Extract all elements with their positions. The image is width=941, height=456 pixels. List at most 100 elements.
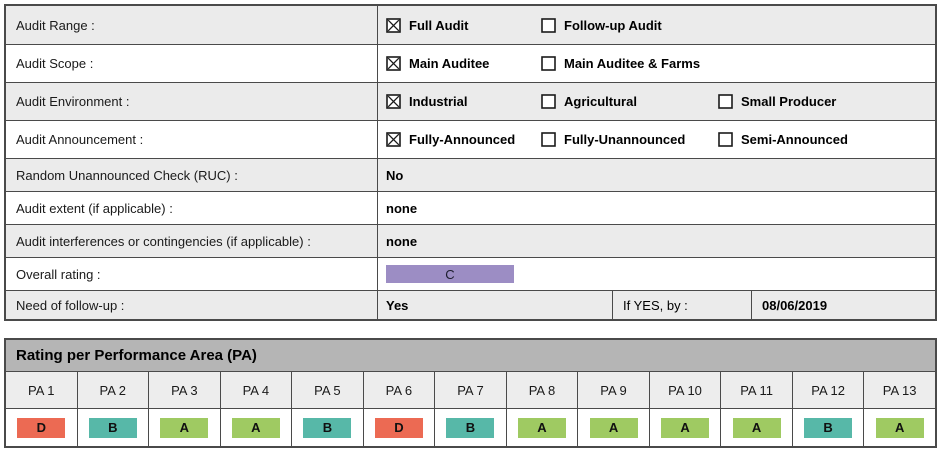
option-label: Main Auditee & Farms [564,56,701,71]
form-row: Audit Environment : Industrial Agricultu… [6,82,935,120]
row-value: Industrial Agricultural Small Producer [378,83,935,120]
checkbox-option[interactable]: Fully-Unannounced [541,132,718,147]
checkbox-option[interactable]: Agricultural [541,94,718,109]
checkbox-icon[interactable] [386,94,401,109]
pa-column-header: PA 11 [720,372,792,408]
pa-column-header: PA 7 [434,372,506,408]
audit-form-table: Audit Range : Full Audit Follow-up Audit… [4,4,937,321]
row-label: Overall rating : [6,258,378,290]
form-row: Audit extent (if applicable) : none [6,191,935,224]
pa-rating-cell: A [720,409,792,446]
pa-rating-cell: B [791,409,864,446]
pa-column-header: PA 3 [148,372,220,408]
row-value: No [378,159,935,191]
checkbox-option[interactable]: Follow-up Audit [541,18,718,33]
checkbox-icon[interactable] [386,17,401,33]
value-text: none [386,200,418,216]
pa-rating-row: D B A A B D B A A A A B A [6,408,935,446]
checkbox-option[interactable]: Full Audit [386,18,541,33]
form-row: Need of follow-up : Yes If YES, by :08/06… [6,290,935,319]
checkbox-option[interactable]: Small Producer [718,94,935,109]
pa-column-header: PA 6 [362,372,435,408]
row-value: none [378,225,935,257]
pa-rating-badge: A [231,417,280,438]
pa-rating-cell: B [291,409,363,446]
checkbox-icon[interactable] [541,17,556,33]
if-yes-date: 08/06/2019 [751,291,935,319]
row-label: Audit Range : [6,6,378,44]
row-label: Audit Environment : [6,83,378,120]
pa-rating-cell: B [434,409,506,446]
pa-rating-cell: A [219,409,292,446]
value-text: No [386,167,404,183]
pa-column-header: PA 2 [76,372,149,408]
pa-rating-badge: A [517,417,566,438]
form-row: Overall rating : C [6,257,935,290]
pa-column-header: PA 8 [505,372,578,408]
checkbox-icon[interactable] [386,56,401,71]
checkbox-option[interactable]: Industrial [386,94,541,109]
pa-column-header: PA 13 [863,372,935,408]
row-label: Random Unannounced Check (RUC) : [6,159,378,191]
checkbox-option[interactable]: Fully-Announced [386,132,541,147]
pa-rating-cell: D [362,409,435,446]
pa-rating-cell: A [648,409,721,446]
option-label: Fully-Unannounced [564,132,686,147]
pa-rating-cell: A [148,409,220,446]
option-label: Follow-up Audit [564,17,662,33]
pa-rating-badge: B [446,417,495,438]
option-label: Main Auditee [409,56,490,71]
option-label: Full Audit [409,17,469,33]
checkbox-icon[interactable] [718,94,733,109]
form-row: Audit interferences or contingencies (if… [6,224,935,257]
pa-rating-cell: A [863,409,935,446]
pa-column-header-row: PA 1 PA 2 PA 3 PA 4 PA 5 PA 6 PA 7 PA 8 PA 9 PA 1… [6,372,935,408]
row-value: Yes If YES, by :08/06/2019 [378,291,935,319]
checkbox-icon[interactable] [541,56,556,71]
follow-up-value: Yes [386,297,409,313]
pa-rating-badge: A [661,417,710,438]
checkbox-option[interactable]: Main Auditee & Farms [541,56,718,71]
pa-rating-badge: A [732,417,781,438]
pa-column-header: PA 10 [648,372,721,408]
pa-rating-section: Rating per Performance Area (PA) PA 1 PA … [4,338,937,448]
row-label: Audit Announcement : [6,121,378,158]
overall-rating-badge: C [386,265,514,283]
form-row: Random Unannounced Check (RUC) : No [6,158,935,191]
form-row: Audit Announcement : Fully-Announced Ful… [6,120,935,158]
pa-rating-cell: A [505,409,578,446]
checkbox-icon[interactable] [541,94,556,109]
audit-report-page: Audit Range : Full Audit Follow-up Audit… [4,4,937,448]
option-label: Agricultural [564,94,637,109]
pa-rating-cell: A [577,409,649,446]
pa-rating-badge: B [804,417,853,438]
pa-section-title: Rating per Performance Area (PA) [6,340,935,372]
pa-rating-badge: A [160,417,209,438]
row-label: Need of follow-up : [6,291,378,319]
pa-rating-badge: A [875,417,924,438]
pa-rating-cell: D [6,409,77,446]
pa-rating-badge: A [589,417,638,438]
pa-column-header: PA 5 [291,372,363,408]
row-value: C [378,258,935,290]
row-value: Full Audit Follow-up Audit [378,6,935,44]
option-label: Fully-Announced [409,132,516,147]
checkbox-option[interactable]: Semi-Announced [718,132,935,147]
checkbox-icon[interactable] [386,132,401,147]
checkbox-option[interactable]: Main Auditee [386,56,541,71]
pa-rating-badge: B [303,417,352,438]
pa-rating-badge: B [88,417,137,438]
checkbox-icon[interactable] [541,132,556,147]
checkbox-icon[interactable] [718,132,733,147]
option-label: Semi-Announced [741,132,848,147]
pa-column-header: PA 12 [791,372,864,408]
row-label: Audit interferences or contingencies (if… [6,225,378,257]
row-label: Audit extent (if applicable) : [6,192,378,224]
pa-rating-badge: D [17,417,66,438]
form-row: Audit Range : Full Audit Follow-up Audit [6,6,935,44]
pa-column-header: PA 9 [577,372,649,408]
option-label: Industrial [409,94,468,109]
row-label: Audit Scope : [6,45,378,82]
value-text: none [386,233,418,249]
option-label: Small Producer [741,94,837,109]
